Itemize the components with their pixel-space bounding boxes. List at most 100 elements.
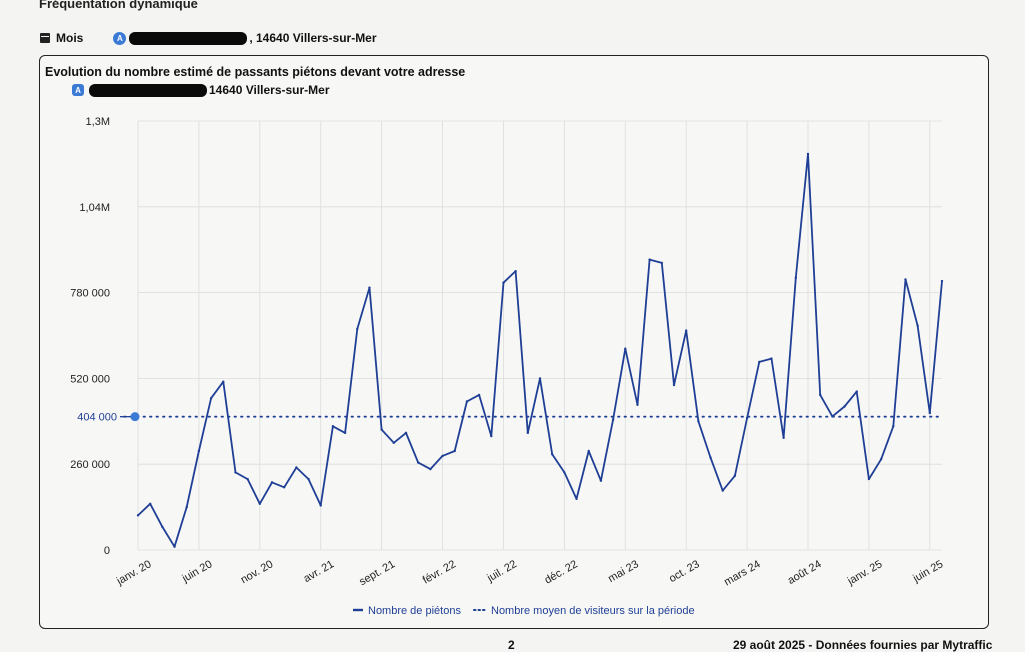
filter-bar: Mois A , 14640 Villers-sur-Mer bbox=[40, 29, 377, 47]
data-point bbox=[136, 514, 140, 517]
data-point bbox=[794, 276, 798, 279]
period-selector[interactable]: Mois bbox=[56, 31, 84, 45]
series-line-pietons bbox=[137, 153, 943, 548]
data-source: 29 août 2025 - Données fournies par Mytr… bbox=[733, 638, 993, 652]
x-tick-label: juin 25 bbox=[910, 558, 945, 585]
average-value-label: 404 000 bbox=[77, 412, 117, 424]
data-point bbox=[343, 431, 347, 435]
data-point bbox=[404, 431, 408, 435]
data-point bbox=[563, 471, 566, 474]
data-point bbox=[502, 281, 505, 284]
data-point bbox=[709, 456, 712, 459]
x-tick-label: juin 20 bbox=[179, 558, 214, 585]
data-point bbox=[684, 329, 688, 332]
data-point bbox=[526, 431, 530, 435]
x-tick-label: janv. 20 bbox=[114, 558, 154, 588]
data-point bbox=[331, 425, 335, 428]
data-point bbox=[904, 278, 907, 281]
data-point bbox=[441, 454, 444, 458]
y-tick-label: 520 000 bbox=[70, 373, 110, 385]
data-point bbox=[258, 502, 262, 505]
y-tick-label: 1,04M bbox=[79, 202, 110, 214]
data-point bbox=[222, 380, 225, 383]
data-point bbox=[185, 505, 188, 509]
x-tick-label: avr. 21 bbox=[302, 558, 337, 585]
data-point bbox=[392, 441, 396, 444]
x-tick-label: juil. 22 bbox=[485, 558, 519, 585]
data-point bbox=[307, 477, 310, 481]
y-tick-label: 1,3M bbox=[86, 116, 110, 128]
data-point bbox=[538, 377, 542, 380]
page-number: 2 bbox=[508, 638, 515, 652]
data-point bbox=[380, 428, 383, 431]
line-chart: 0 260 000 520 000 780 000 1,04M 1,3M janv. 20 j… bbox=[70, 116, 945, 617]
data-point bbox=[611, 418, 615, 421]
data-point bbox=[368, 286, 371, 289]
y-tick-label: 260 000 bbox=[70, 459, 110, 471]
location-marker-icon: A bbox=[113, 31, 127, 45]
data-point bbox=[831, 415, 834, 418]
x-tick-label: déc. 22 bbox=[543, 558, 580, 586]
x-tick-label: janv. 25 bbox=[845, 558, 885, 588]
data-point bbox=[624, 347, 627, 350]
data-point bbox=[587, 449, 590, 453]
data-point bbox=[148, 502, 152, 505]
data-point bbox=[477, 393, 481, 397]
chart-card: Evolution du nombre estimé de passants p… bbox=[39, 55, 989, 629]
x-tick-label: mars 24 bbox=[722, 558, 762, 588]
data-point bbox=[416, 461, 420, 464]
data-point bbox=[295, 466, 298, 469]
x-tick-label: nov. 20 bbox=[239, 558, 276, 586]
data-point bbox=[453, 449, 456, 453]
data-point bbox=[161, 525, 164, 529]
data-point bbox=[733, 474, 737, 477]
chart-address-label: 14640 Villers-sur-Mer bbox=[209, 83, 330, 97]
data-point bbox=[940, 279, 944, 283]
data-point bbox=[843, 405, 846, 408]
data-point bbox=[916, 324, 919, 327]
data-point bbox=[209, 397, 213, 400]
data-point bbox=[270, 481, 274, 484]
data-point bbox=[490, 434, 493, 438]
x-tick-label: sept. 21 bbox=[357, 558, 397, 588]
data-point bbox=[758, 360, 761, 364]
y-tick-label: 780 000 bbox=[70, 288, 110, 300]
average-marker bbox=[130, 412, 140, 422]
data-point bbox=[356, 327, 359, 331]
data-point bbox=[636, 403, 639, 406]
address-label[interactable]: , 14640 Villers-sur-Mer bbox=[249, 31, 377, 45]
x-tick-label: févr. 22 bbox=[421, 558, 458, 586]
data-point bbox=[173, 545, 176, 548]
data-point bbox=[429, 467, 432, 471]
data-point bbox=[514, 269, 517, 273]
x-tick-label: mai 23 bbox=[606, 558, 641, 585]
data-point bbox=[879, 458, 883, 461]
data-point bbox=[745, 416, 749, 420]
calendar-icon bbox=[40, 33, 50, 43]
data-point bbox=[770, 357, 773, 360]
data-point bbox=[234, 471, 237, 474]
data-point bbox=[855, 390, 858, 393]
y-tick-label: 0 bbox=[104, 545, 110, 557]
data-point bbox=[782, 436, 785, 439]
data-point bbox=[660, 261, 664, 265]
data-point bbox=[599, 479, 603, 482]
location-marker-icon: A bbox=[72, 84, 84, 96]
data-point bbox=[550, 453, 554, 456]
data-point bbox=[319, 504, 322, 507]
redacted-address bbox=[89, 83, 207, 97]
data-point bbox=[818, 393, 822, 397]
data-point bbox=[697, 420, 700, 423]
data-point bbox=[282, 486, 286, 489]
data-point bbox=[928, 411, 932, 415]
x-tick-label: août 24 bbox=[786, 558, 824, 587]
data-point bbox=[197, 449, 201, 453]
data-point bbox=[648, 258, 651, 261]
data-point bbox=[672, 383, 676, 387]
data-point bbox=[575, 497, 578, 501]
chart-title: Evolution du nombre estimé de passants p… bbox=[45, 65, 466, 79]
chart-location: A 14640 Villers-sur-Mer bbox=[72, 83, 330, 97]
page-title: Fréquentation dynamique bbox=[39, 0, 198, 11]
data-point bbox=[721, 489, 724, 492]
legend-label: Nombre moyen de visiteurs sur la période bbox=[491, 605, 695, 617]
